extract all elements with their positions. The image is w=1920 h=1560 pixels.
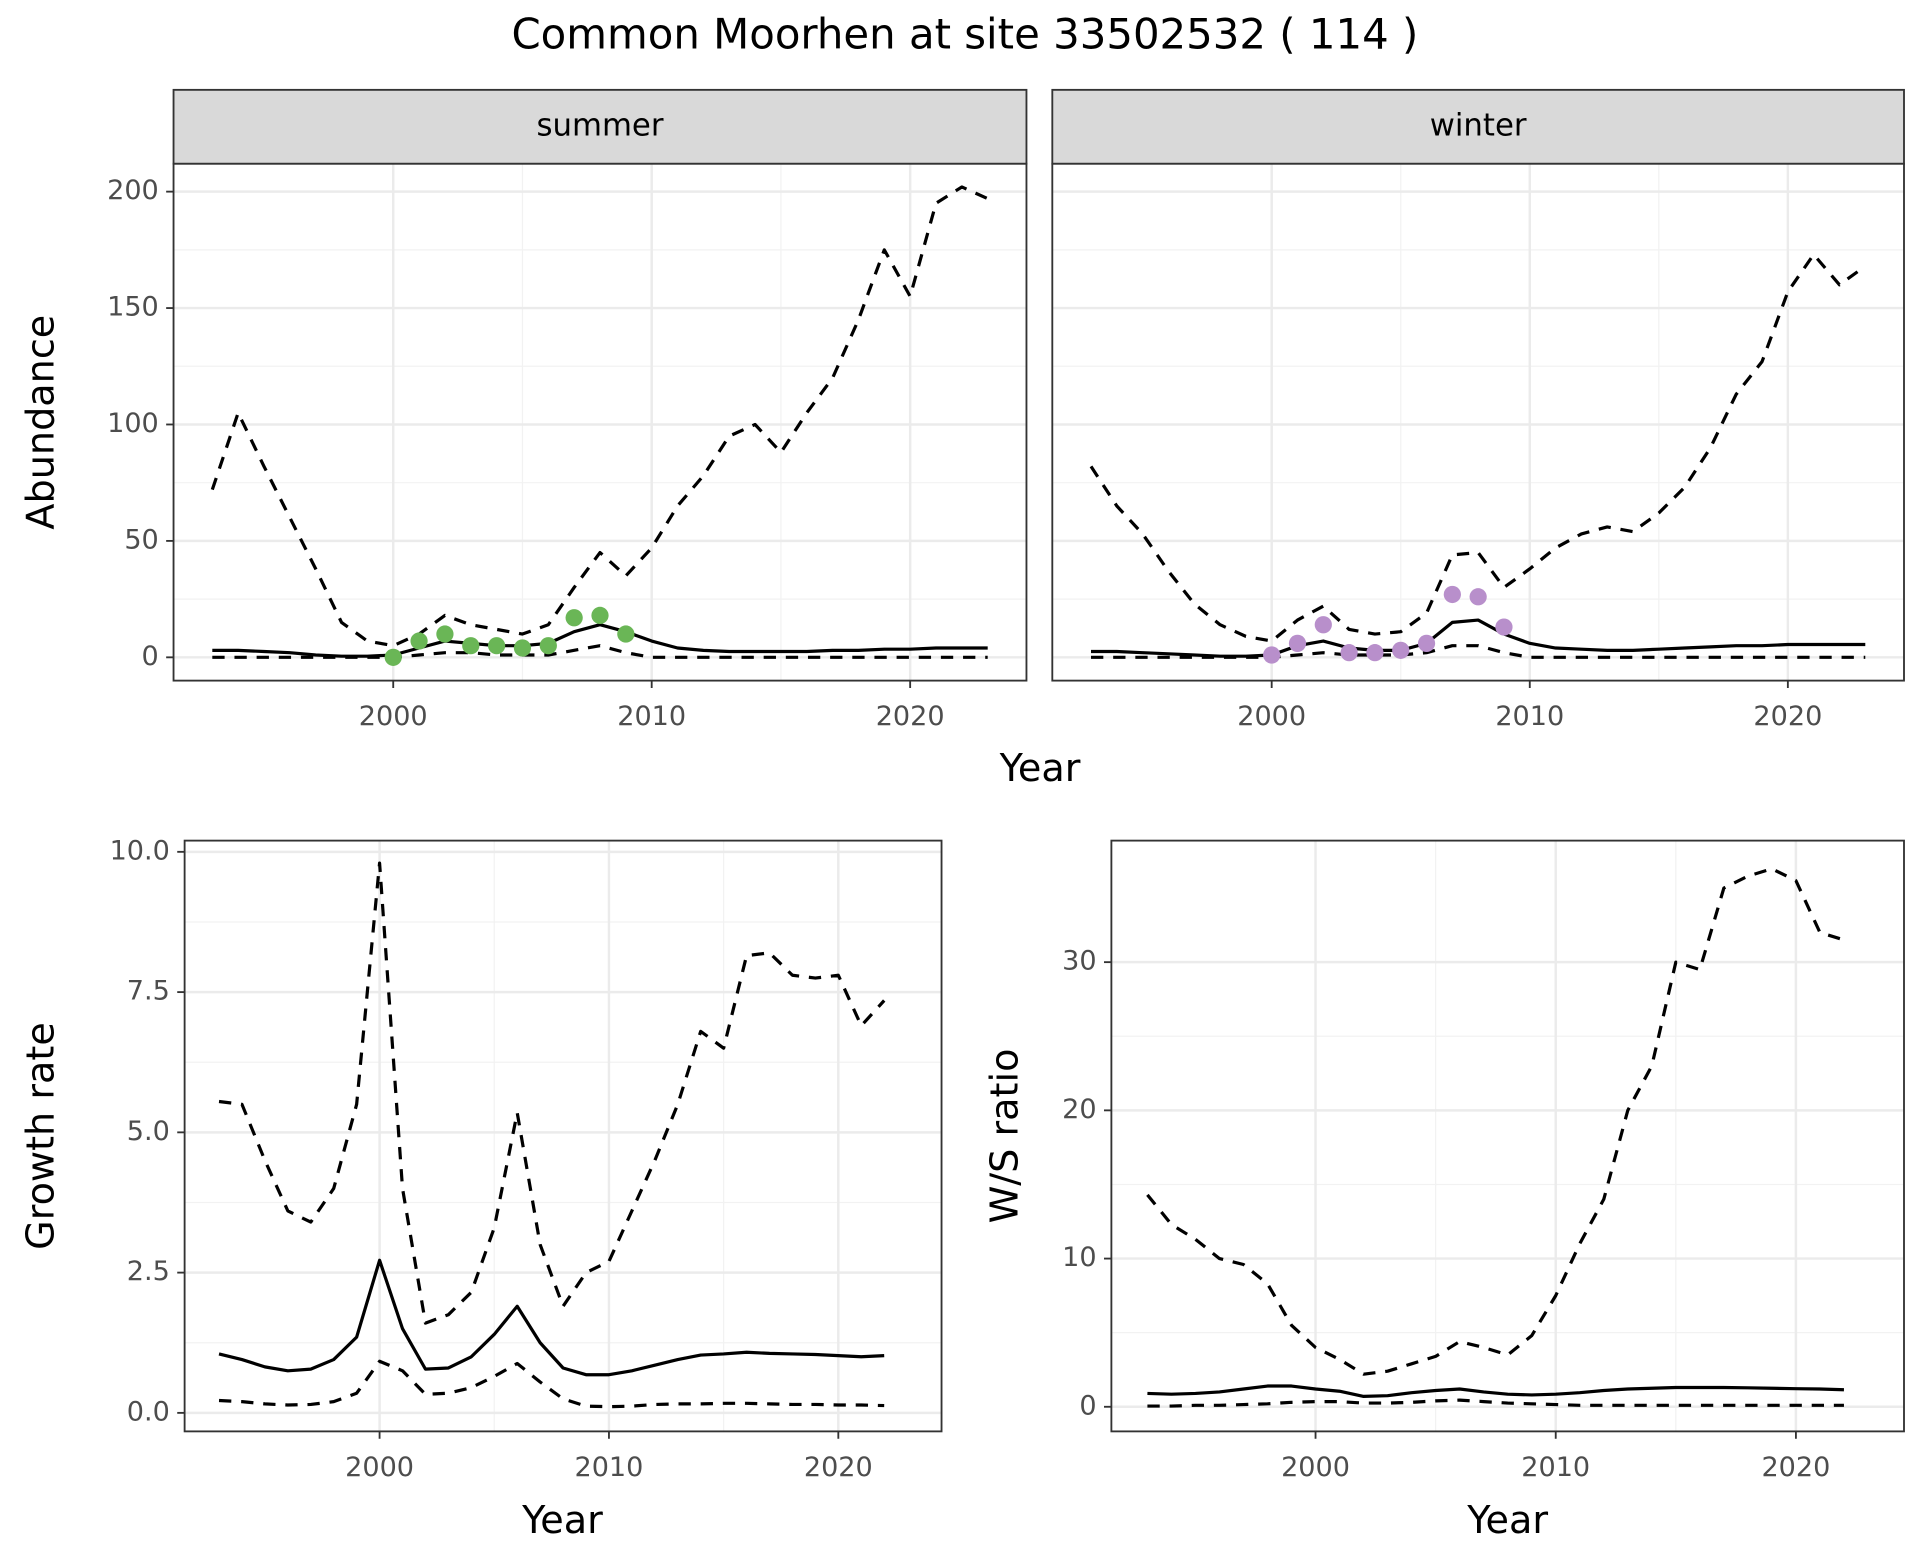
y-tick-label: 20 [1062, 1094, 1096, 1125]
panel-background [184, 840, 942, 1432]
data-point [1392, 641, 1410, 659]
data-point [1469, 588, 1487, 606]
y-tick-label: 5.0 [127, 1116, 170, 1147]
panel: 2000 2010 2020 winter [1051, 88, 1905, 732]
y-tick-label: 100 [107, 408, 159, 439]
y-tick-label: 200 [107, 175, 159, 206]
data-point [488, 637, 506, 655]
data-point [565, 609, 583, 627]
fit-line [1091, 618, 1866, 658]
data-point [1263, 646, 1281, 664]
plot-area [218, 861, 886, 1409]
interval-line [1147, 1398, 1844, 1408]
y-tick-label: 10.0 [110, 835, 170, 866]
data-point [617, 625, 635, 643]
x-tick-label: 2000 [1281, 1452, 1350, 1483]
data-point [1495, 618, 1513, 636]
data-point [1288, 634, 1307, 652]
x-tick-label: 2010 [617, 701, 686, 732]
plot-area [210, 185, 989, 666]
panel: 0 50 100 150 200 2000 2010 2020 summer Abundance Y… [19, 88, 1081, 790]
panel-border [183, 839, 943, 1433]
x-axis-title: Year [1466, 1498, 1548, 1542]
y-axis-title: W/S ratio [982, 1049, 1026, 1224]
x-tick-label: 2010 [1521, 1452, 1590, 1483]
x-axis-title: Year [521, 1498, 603, 1542]
x-tick-label: 2020 [1753, 701, 1822, 732]
data-point [513, 639, 532, 657]
data-point [539, 637, 557, 655]
data-point [1314, 616, 1332, 634]
panel-border [1110, 839, 1905, 1433]
y-tick-label: 0.0 [127, 1396, 170, 1427]
x-tick-label: 2020 [876, 701, 945, 732]
interval-line [218, 1359, 885, 1409]
x-tick-label: 2000 [345, 1452, 414, 1483]
interval-line [1089, 252, 1867, 643]
figure-title: Common Moorhen at site 33502532 ( 114 ) [511, 9, 1418, 58]
y-tick-label: 0 [142, 641, 159, 672]
panel: 0 10 20 30 2000 2010 2020 W/S ratio Year [982, 839, 1905, 1542]
data-point [410, 632, 428, 650]
data-point [384, 648, 402, 666]
interval-line [1146, 867, 1845, 1376]
interval-line [210, 185, 989, 648]
y-tick-label: 0 [1079, 1390, 1096, 1421]
x-tick-label: 2000 [1237, 701, 1306, 732]
y-tick-label: 50 [124, 524, 158, 555]
data-point [591, 606, 609, 625]
fit-line [1147, 1384, 1844, 1399]
x-axis-title: Year [999, 746, 1081, 790]
strip-label: summer [537, 107, 664, 143]
strip [172, 88, 1028, 165]
x-tick-label: 2000 [359, 701, 428, 732]
y-tick-label: 150 [107, 292, 159, 323]
data-point [1340, 644, 1358, 662]
interval-line [218, 861, 886, 1325]
y-tick-label: 10 [1062, 1242, 1096, 1273]
y-tick-label: 30 [1062, 946, 1096, 977]
x-tick-label: 2020 [804, 1452, 873, 1483]
y-axis-title: Abundance [19, 315, 63, 530]
plot-area [1146, 867, 1845, 1408]
x-tick-label: 2020 [1761, 1452, 1830, 1483]
data-point [1443, 585, 1461, 604]
y-tick-label: 2.5 [127, 1256, 170, 1287]
panel: 0.0 2.5 5.0 7.5 10.0 2000 2010 2020 Growth rate Y… [19, 835, 943, 1542]
strip-label: winter [1430, 107, 1527, 143]
data-point [1417, 634, 1436, 652]
data-point [1366, 644, 1384, 662]
panel-background [173, 163, 1027, 681]
y-tick-label: 7.5 [127, 976, 170, 1007]
y-axis-title: Growth rate [19, 1022, 63, 1250]
x-tick-label: 2010 [575, 1452, 644, 1483]
data-point [436, 625, 454, 643]
strip [1051, 88, 1905, 165]
fit-line [218, 1258, 885, 1377]
interval-line [212, 644, 988, 659]
plot-area [1089, 252, 1867, 664]
panel-background [1111, 840, 1904, 1432]
x-tick-label: 2010 [1495, 701, 1564, 732]
data-point [462, 637, 480, 655]
interval-line [1091, 644, 1866, 659]
fit-line [212, 623, 988, 658]
